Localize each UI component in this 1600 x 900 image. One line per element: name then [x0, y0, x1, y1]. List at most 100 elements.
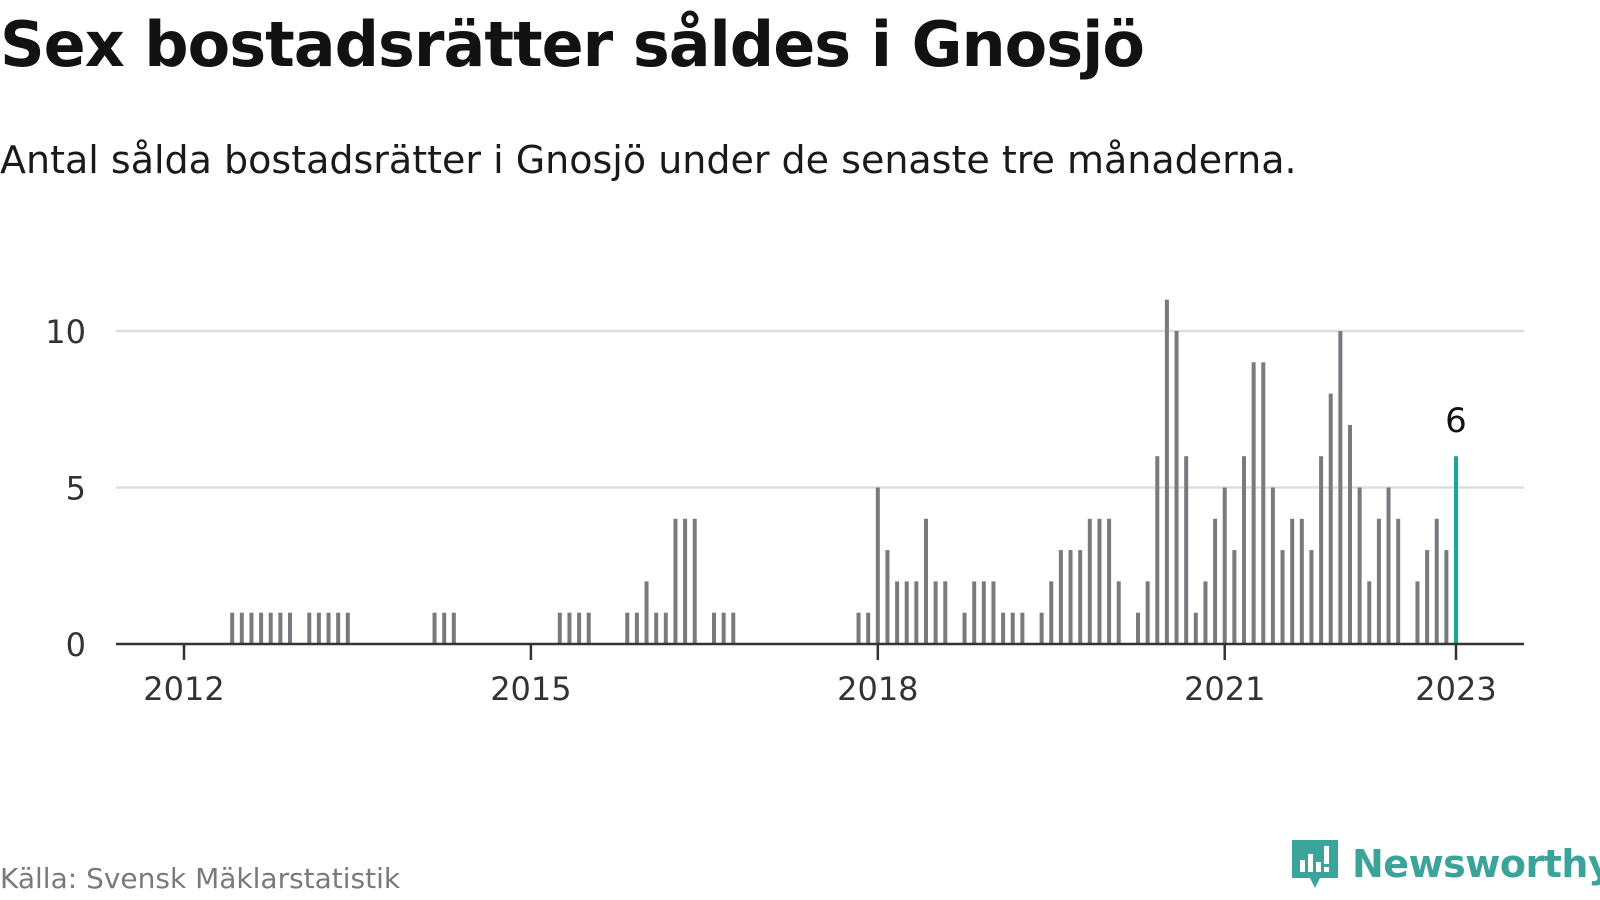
bar	[1425, 550, 1430, 644]
bar	[1270, 487, 1275, 644]
x-tick-label-2012: 2012	[143, 670, 224, 708]
bar	[288, 612, 292, 644]
bar	[914, 581, 919, 644]
bar	[1174, 331, 1179, 644]
bar	[1145, 581, 1150, 644]
bar	[557, 612, 562, 644]
bar	[1444, 550, 1449, 644]
x-tick-label-2021: 2021	[1184, 670, 1265, 708]
brand-name: Newsworthy	[1352, 842, 1600, 886]
axes	[116, 642, 1524, 660]
labels: 0 5 10 6 2012 2015 2018 2021 2023	[45, 313, 1496, 708]
bar	[1367, 581, 1372, 644]
brand-logo: Newsworthy	[1290, 838, 1600, 890]
chart-title: Sex bostadsrätter såldes i Gnosjö	[0, 8, 1145, 81]
bar	[1299, 518, 1304, 644]
bar	[1107, 518, 1112, 644]
bar	[567, 612, 572, 644]
bar	[904, 581, 909, 644]
bar	[1434, 518, 1439, 644]
bar	[1136, 612, 1140, 644]
bar	[1039, 612, 1044, 644]
bar	[432, 612, 437, 644]
bar	[1309, 550, 1314, 644]
bar	[895, 581, 900, 644]
bar	[856, 612, 861, 644]
y-tick-label-0: 0	[66, 626, 86, 664]
bar	[1193, 612, 1198, 644]
bar	[692, 518, 697, 644]
bar	[345, 612, 350, 644]
bar	[259, 612, 264, 644]
bar	[673, 518, 678, 644]
bar	[249, 612, 254, 644]
bar	[924, 518, 928, 644]
highlight-value-label: 6	[1445, 401, 1467, 441]
bar	[307, 612, 312, 644]
bar	[230, 612, 235, 644]
bar	[1058, 550, 1063, 644]
bar	[972, 581, 977, 644]
bar	[1116, 581, 1121, 644]
bar	[1155, 456, 1160, 644]
y-tick-label-10: 10	[45, 313, 86, 351]
bar-highlight	[1454, 456, 1458, 644]
bar	[1020, 612, 1025, 644]
bar	[1010, 612, 1015, 644]
bar	[1251, 362, 1256, 644]
chart-subtitle: Antal sålda bostadsrätter i Gnosjö under…	[0, 138, 1297, 182]
bar	[875, 487, 880, 644]
bar	[991, 581, 996, 644]
bar	[268, 612, 273, 644]
bar	[721, 612, 726, 644]
bar	[866, 612, 871, 644]
bar	[1049, 581, 1054, 644]
bar	[336, 612, 341, 644]
bar	[451, 612, 456, 644]
bar	[933, 581, 938, 644]
bar	[634, 612, 639, 644]
bar	[1396, 518, 1401, 644]
bar	[1068, 550, 1073, 644]
newsworthy-logo-icon	[1292, 840, 1338, 888]
gridlines	[116, 329, 1524, 489]
bar	[1290, 518, 1295, 644]
bar	[442, 612, 447, 644]
bar	[1184, 456, 1189, 644]
bar	[1386, 487, 1391, 644]
bar	[1203, 581, 1208, 644]
x-tick-label-2018: 2018	[837, 670, 918, 708]
bar	[586, 612, 591, 644]
bar	[316, 612, 321, 644]
bar	[1001, 612, 1006, 644]
bar	[1357, 487, 1362, 644]
bar	[1319, 456, 1324, 644]
bar	[1280, 550, 1285, 644]
bar	[1348, 424, 1352, 644]
bar	[1328, 393, 1333, 644]
bar	[1097, 518, 1102, 644]
bar	[885, 550, 890, 644]
source-note: Källa: Svensk Mäklarstatistik	[0, 862, 401, 895]
bars	[230, 299, 1458, 644]
bar	[577, 612, 582, 644]
bar	[1087, 518, 1092, 644]
bar	[663, 612, 668, 644]
bar	[712, 612, 716, 644]
bar	[1164, 299, 1169, 644]
bar	[1338, 331, 1343, 644]
bar	[644, 581, 649, 644]
bar	[943, 581, 948, 644]
bar	[1222, 487, 1227, 644]
bar	[1376, 518, 1381, 644]
bar	[981, 581, 986, 644]
bar	[1232, 550, 1237, 644]
bar	[278, 612, 283, 644]
bar	[654, 612, 659, 644]
bar	[326, 612, 331, 644]
bar	[731, 612, 736, 644]
bar	[1078, 550, 1083, 644]
y-tick-label-5: 5	[66, 470, 86, 508]
bar	[1213, 518, 1218, 644]
